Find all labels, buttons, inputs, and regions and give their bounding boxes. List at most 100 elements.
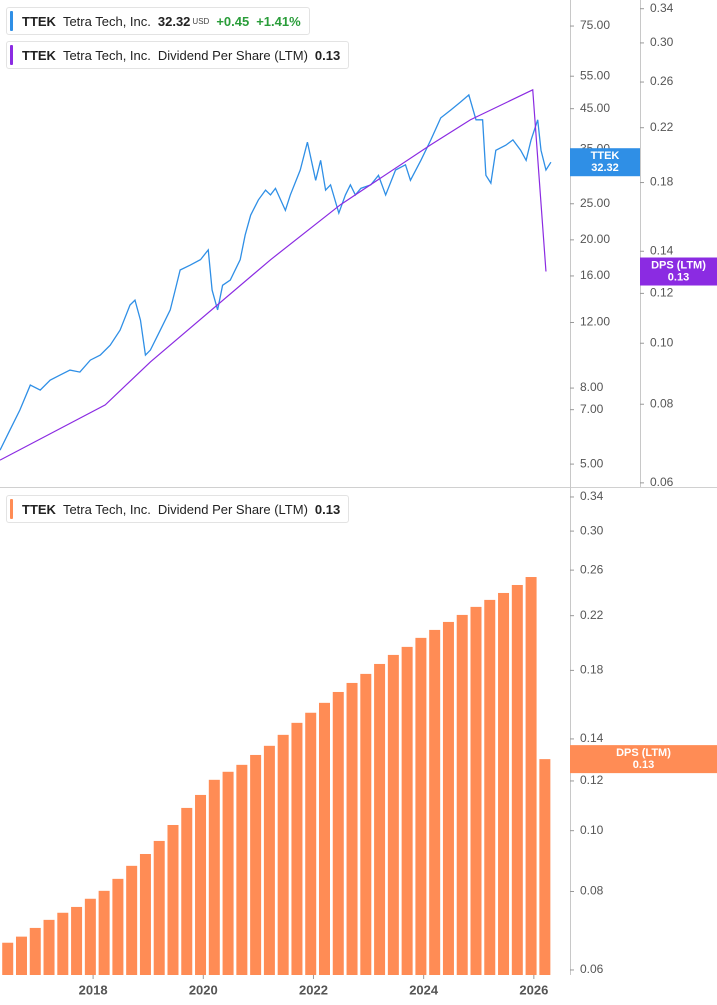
y-tick-label: 0.18 (650, 175, 674, 189)
bar (456, 614, 468, 975)
y-tick-label: 0.22 (650, 120, 674, 134)
tag-label: TTEK (591, 150, 620, 162)
bar (29, 927, 41, 975)
y-tick-label: 0.30 (650, 35, 674, 49)
y-tick-label: 8.00 (580, 380, 604, 394)
y-tick-label: 0.34 (650, 1, 674, 15)
bar (236, 764, 248, 975)
y-tick-label: 0.14 (650, 243, 674, 257)
tag-label: DPS (LTM) (616, 747, 671, 759)
y-tick-label: 12.00 (580, 315, 610, 329)
last-value-tag (570, 745, 717, 774)
bar (126, 865, 138, 975)
y-tick-label: 0.30 (580, 523, 604, 537)
last-value-tag (640, 257, 717, 286)
y-tick-label: 0.06 (580, 962, 604, 976)
series-line (0, 88, 547, 461)
tag-value: 0.13 (633, 759, 654, 771)
y-tick-label: 5.00 (580, 456, 604, 470)
bar (498, 592, 510, 975)
y-tick-label: 0.22 (580, 608, 604, 622)
y-tick-label: 20.00 (580, 232, 610, 246)
y-tick-label: 0.12 (580, 773, 604, 787)
legend-swatch (10, 11, 13, 31)
y-tick-label: 0.10 (650, 335, 674, 349)
legend-price: TTEK Tetra Tech, Inc. 32.32 USD +0.45 +1… (6, 7, 310, 35)
series-line (0, 93, 552, 451)
bar (112, 878, 124, 975)
change: +0.45 (216, 13, 250, 29)
y-tick-label: 0.26 (580, 562, 604, 576)
x-tick-label: 2024 (409, 982, 439, 997)
series-name: Dividend Per Share (LTM) (157, 47, 308, 63)
bar (539, 759, 551, 975)
y-tick-label: 0.12 (650, 286, 674, 300)
bar (484, 599, 496, 975)
change-percent: +1.41% (256, 13, 301, 29)
bar (84, 898, 96, 975)
currency: USD (192, 16, 210, 26)
bar (222, 771, 234, 975)
legend-swatch (10, 45, 13, 65)
bar (98, 890, 110, 975)
y-tick-label: 0.26 (650, 74, 674, 88)
bar (208, 779, 220, 975)
y-tick-label: 0.08 (580, 884, 604, 898)
bar (195, 794, 207, 975)
y-tick-label: 55.00 (580, 68, 610, 82)
bar (525, 577, 537, 975)
bar (43, 919, 55, 975)
y-tick-label: 75.00 (580, 18, 610, 32)
bar (139, 853, 151, 975)
bar (250, 754, 262, 975)
bar (442, 621, 454, 975)
bar (360, 673, 372, 975)
tag-value: 0.13 (668, 271, 689, 283)
bar (291, 722, 303, 975)
series-name: Dividend Per Share (LTM) (157, 501, 308, 517)
tag-label: DPS (LTM) (651, 259, 706, 271)
y-tick-label: 0.08 (650, 396, 674, 410)
legend-dps-bars: TTEK Tetra Tech, Inc. Dividend Per Share… (6, 495, 350, 523)
bar (181, 807, 193, 975)
legend-swatch (10, 499, 13, 519)
y-tick-label: 16.00 (580, 268, 610, 282)
bar (401, 646, 413, 975)
bar (71, 906, 83, 975)
bar (318, 702, 330, 975)
y-tick-label: 0.10 (580, 823, 604, 837)
ticker: TTEK (22, 13, 56, 29)
bar (277, 734, 289, 975)
last-price: 32.32 (157, 13, 191, 29)
legend-dps: TTEK Tetra Tech, Inc. Dividend Per Share… (6, 41, 350, 69)
ticker: TTEK (22, 501, 56, 517)
x-tick-label: 2018 (79, 982, 108, 997)
y-tick-label: 0.34 (580, 489, 604, 503)
y-tick-label: 0.14 (580, 731, 604, 745)
bar (15, 936, 27, 975)
bar (2, 942, 14, 975)
bar (263, 745, 275, 975)
bar (332, 691, 344, 975)
bar (346, 682, 358, 975)
y-tick-label: 0.06 (650, 475, 674, 489)
bar (57, 912, 69, 975)
y-tick-label: 7.00 (580, 402, 604, 416)
bar (470, 606, 482, 975)
bar (167, 824, 179, 975)
bar (374, 663, 386, 975)
y-tick-label: 0.18 (580, 663, 604, 677)
x-tick-label: 2022 (299, 982, 328, 997)
ticker: TTEK (22, 47, 56, 63)
y-tick-label: 45.00 (580, 101, 610, 115)
bar (415, 637, 427, 975)
company: Tetra Tech, Inc. (62, 13, 151, 29)
bar (153, 840, 165, 975)
bar (387, 654, 399, 975)
company: Tetra Tech, Inc. (62, 47, 151, 63)
tag-value: 32.32 (591, 162, 619, 174)
x-tick-label: 2026 (519, 982, 548, 997)
y-tick-label: 25.00 (580, 196, 610, 210)
last-value: 0.13 (314, 47, 341, 63)
